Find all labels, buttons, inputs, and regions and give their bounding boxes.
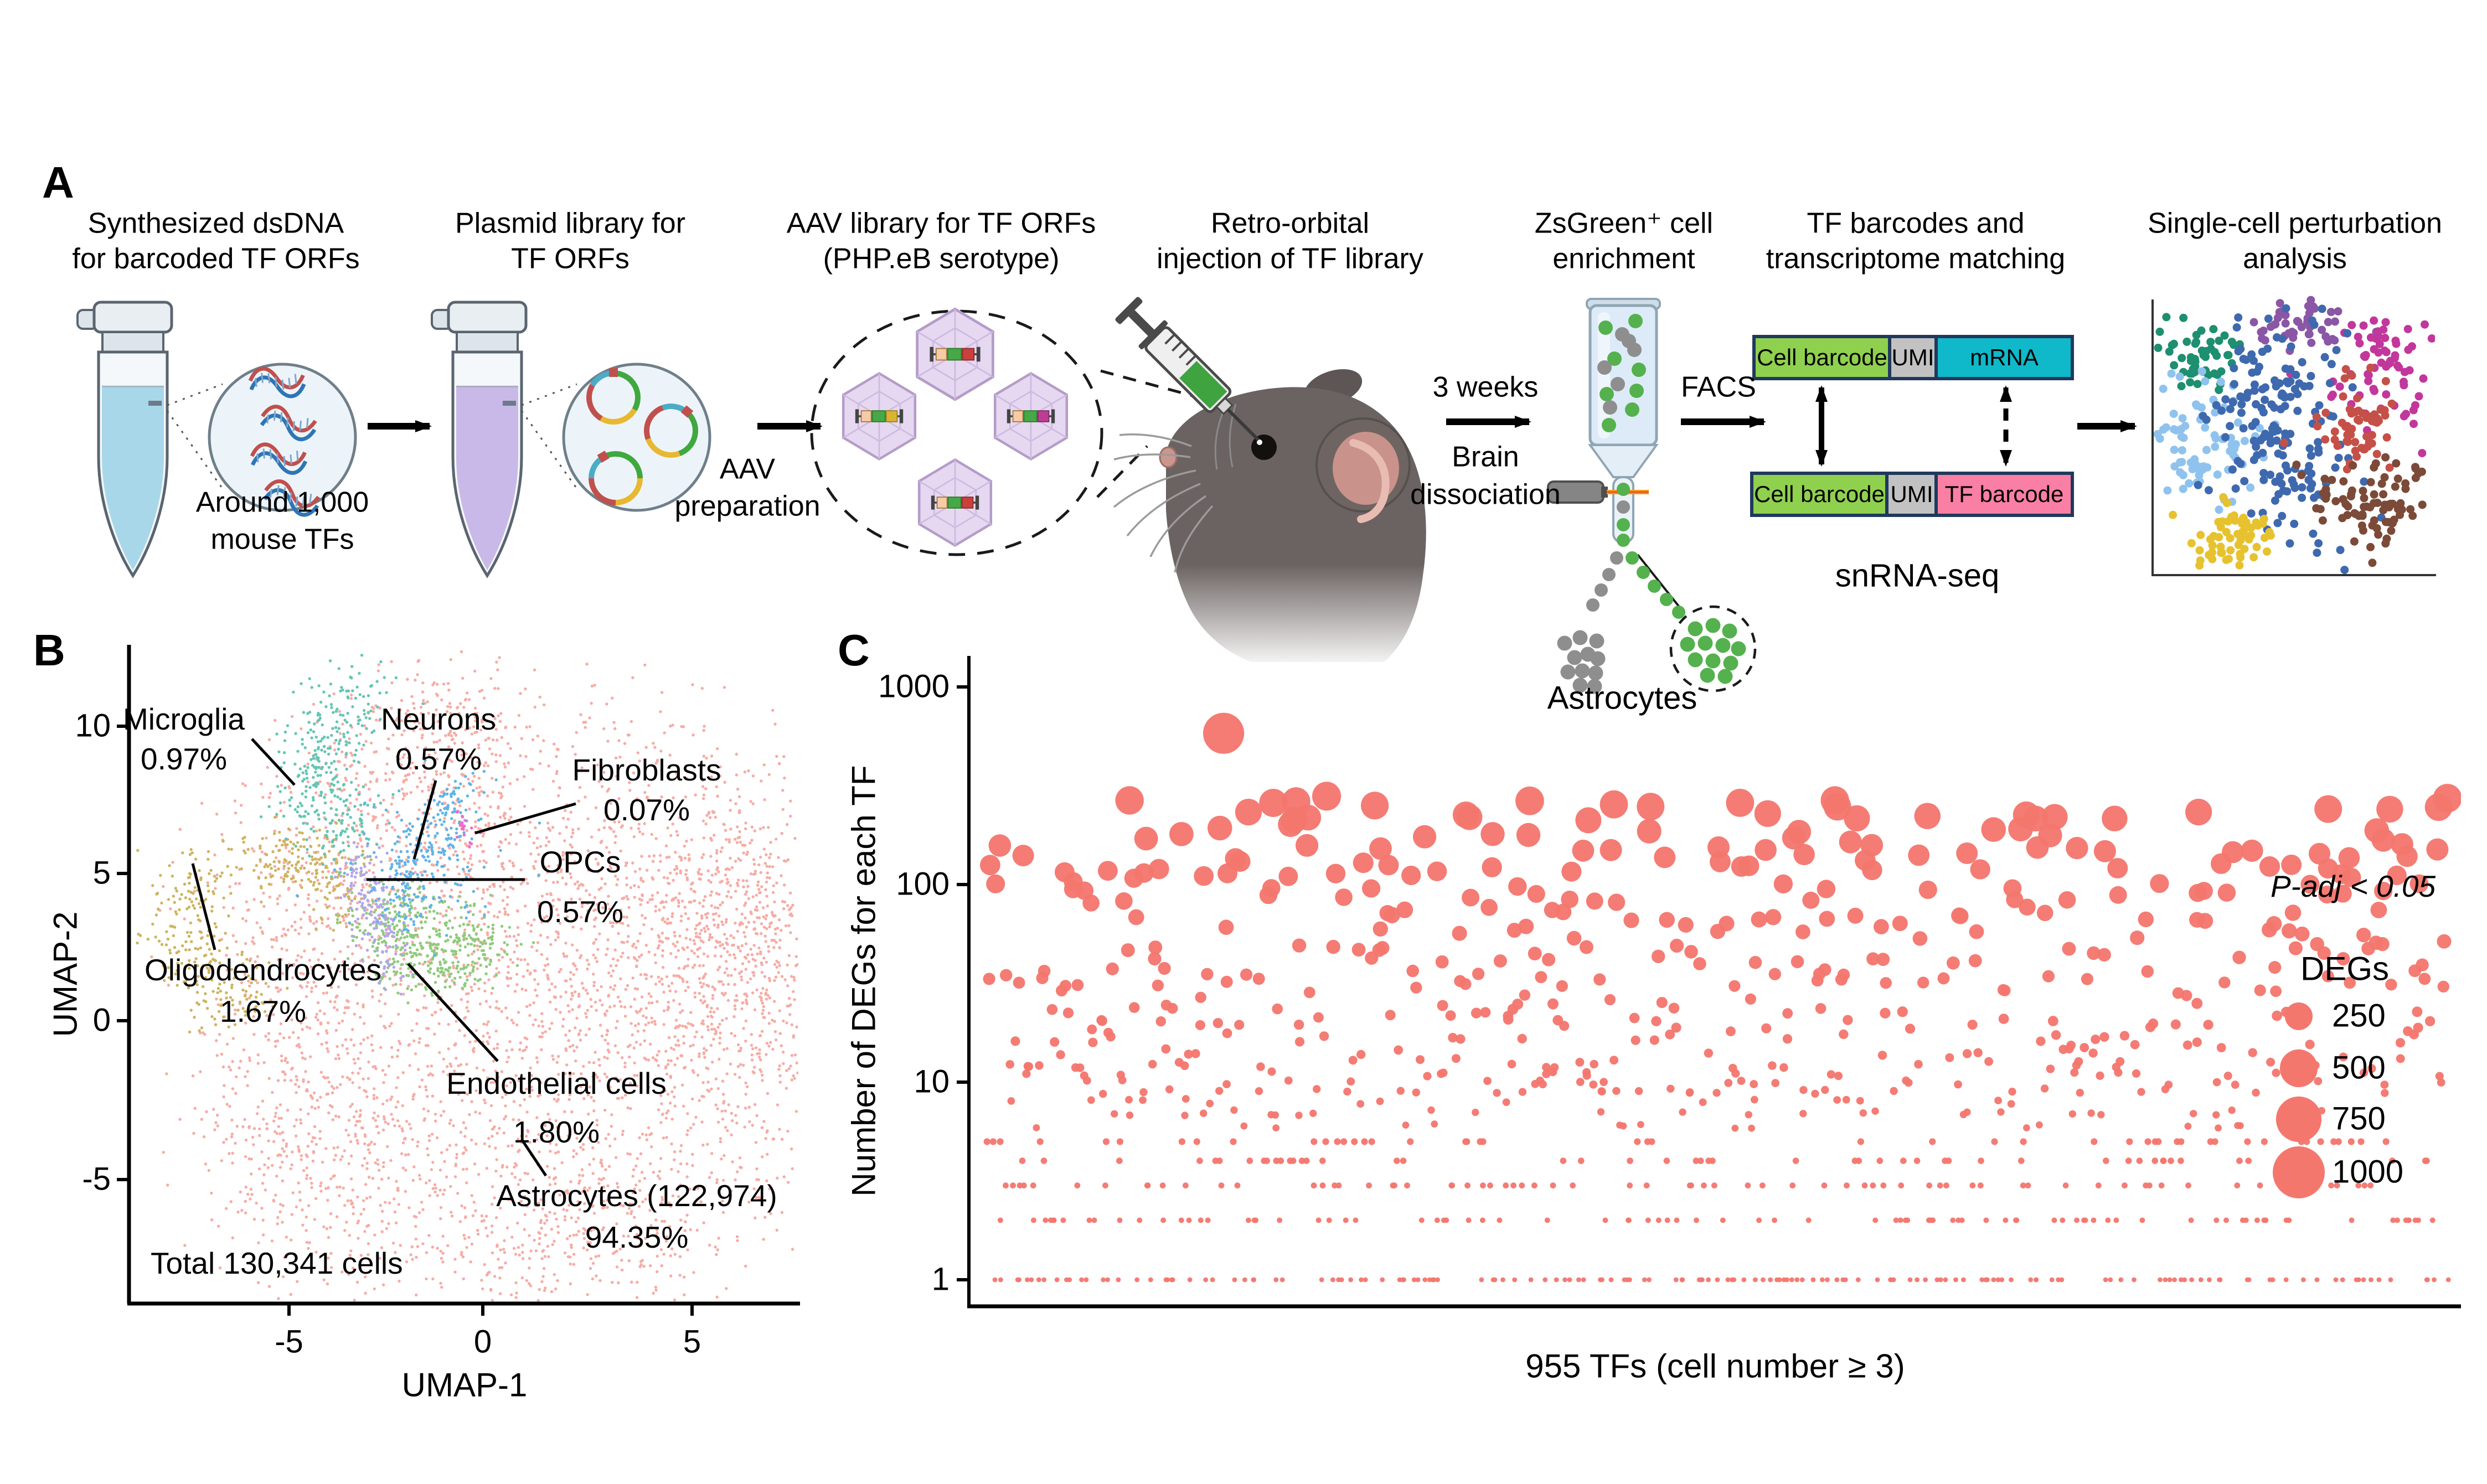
aav-prep-line2: preparation [674, 490, 821, 523]
ann-opcs: OPCs [539, 845, 621, 880]
brain-line1: Brain [1452, 441, 1519, 473]
facs-tube-icon [1547, 298, 1757, 694]
deg-legend-500: 500 [2332, 1049, 2386, 1086]
deg-legend-bubbles [2273, 1002, 2325, 1198]
deg-xlabel: 955 TFs (cell number ≥ 3) [1525, 1347, 1905, 1385]
aav-prep-line1: AAV [719, 453, 776, 485]
sorted-green-cells [1626, 551, 1746, 684]
ann-fibroblasts: Fibroblasts [572, 753, 721, 788]
deg-plot [957, 656, 2461, 1309]
ann-oligodendrocytes-pct: 1.67% [220, 994, 306, 1029]
mouse-icon [1113, 369, 1445, 670]
ann-neurons: Neurons [381, 702, 496, 737]
panel-b-label: B [33, 625, 65, 675]
step1-title-line2: for barcoded TF ORFs [72, 242, 360, 275]
umap-annotation-lines [191, 738, 576, 1177]
read2-tf-barcode: TF barcode [1944, 480, 2064, 507]
umap-ytick-5: 5 [92, 855, 111, 891]
read1-umi: UMI [1891, 344, 1934, 370]
ann-neurons-pct: 0.57% [395, 742, 482, 777]
read2-umi: UMI [1890, 480, 1933, 507]
step2-title-line2: TF ORFs [511, 242, 630, 275]
ann-astrocytes-pct: 94.35% [585, 1220, 689, 1255]
umap-ytick-neg5: -5 [82, 1161, 111, 1197]
facs-label: FACS [1681, 371, 1756, 404]
zsgreen-selection-circle [1669, 605, 1757, 692]
deg-legend-750: 750 [2332, 1100, 2386, 1137]
step3-title-line2: (PHP.eB serotype) [823, 242, 1060, 275]
tube-plasmid-icon [431, 301, 528, 578]
cells-in-tube [1597, 314, 1646, 432]
ann-astrocytes: Astrocytes (122,974) [496, 1178, 777, 1213]
step5-title-line1: ZsGreen⁺ cell [1534, 207, 1714, 240]
deg-ylabel: Number of DEGs for each TF [845, 765, 883, 1197]
ann-endothelial: Endothelial cells [446, 1066, 667, 1101]
deg-legend-title: DEGs [2300, 950, 2390, 987]
deg-ytick-1000: 1000 [878, 668, 950, 705]
total-cells-label: Total 130,341 cells [151, 1246, 403, 1281]
panel-c-label: C [838, 625, 870, 675]
umap-ytick-10: 10 [75, 707, 111, 744]
umap-xtick-neg5: -5 [275, 1323, 303, 1360]
panel-a-label: A [42, 158, 74, 207]
padj-label: P-adj < 0.05 [2270, 869, 2436, 904]
deg-ytick-1: 1 [931, 1261, 950, 1297]
syringe-icon [1115, 297, 1260, 442]
plasmid-zoom-circle [520, 363, 710, 511]
umap-xtick-5: 5 [683, 1323, 701, 1360]
deg-ticks [957, 685, 969, 1281]
ann-opcs-pct: 0.57% [537, 894, 623, 929]
step1-caption-line2: mouse TFs [210, 523, 354, 556]
step1-caption-line1: Around 1,000 [195, 486, 369, 519]
brain-line2: dissociation [1410, 478, 1561, 511]
step3-title-line1: AAV library for TF ORFs [786, 207, 1096, 240]
step6-title-line1: TF barcodes and [1807, 207, 2025, 240]
ann-microglia-pct: 0.97% [141, 742, 227, 777]
sorted-gray-cells [1557, 551, 1623, 694]
step1-title-line1: Synthesized dsDNA [87, 207, 344, 240]
deg-legend-250: 250 [2332, 997, 2386, 1034]
barcode-read-2 [1750, 472, 2074, 517]
step7-title-line2: analysis [2243, 242, 2347, 275]
ann-microglia: Microglia [122, 702, 245, 737]
deg-ytick-10: 10 [914, 1063, 950, 1100]
step7-title-line1: Single-cell perturbation [2148, 207, 2442, 240]
umap-xlabel: UMAP-1 [401, 1366, 528, 1404]
weeks-label: 3 weeks [1432, 371, 1539, 404]
ann-endothelial-pct: 1.80% [513, 1115, 600, 1150]
deg-ytick-100: 100 [896, 866, 950, 902]
umap-ticks [117, 725, 694, 1316]
snrna-seq-label: snRNA-seq [1835, 557, 2000, 594]
umap-ytick-0: 0 [92, 1002, 111, 1038]
step4-title-line1: Retro-orbital [1210, 207, 1370, 240]
umap-xtick-0: 0 [473, 1323, 492, 1360]
step6-title-line2: transcriptome matching [1766, 242, 2066, 275]
read1-mrna: mRNA [1970, 344, 2039, 370]
read1-cell-barcode: Cell barcode [1757, 344, 1887, 370]
umap-plot [117, 645, 800, 1316]
dsdna-zoom-circle [166, 364, 357, 516]
step4-title-line2: injection of TF library [1157, 242, 1423, 275]
read2-cell-barcode: Cell barcode [1754, 480, 1885, 507]
barcode-read-1 [1752, 335, 2074, 380]
ann-oligodendrocytes: Oligodendrocytes [144, 953, 382, 987]
step5-title-line2: enrichment [1552, 242, 1695, 275]
ann-fibroblasts-pct: 0.07% [603, 793, 690, 828]
mini-cluster-plot [2151, 296, 2436, 576]
umap-ylabel: UMAP-2 [47, 911, 84, 1037]
deg-legend-1000: 1000 [2332, 1154, 2404, 1190]
tube-dsdna-icon [76, 301, 173, 578]
deg-plot-title: Astrocytes [1547, 680, 1697, 716]
step2-title-line1: Plasmid library for [455, 207, 686, 240]
